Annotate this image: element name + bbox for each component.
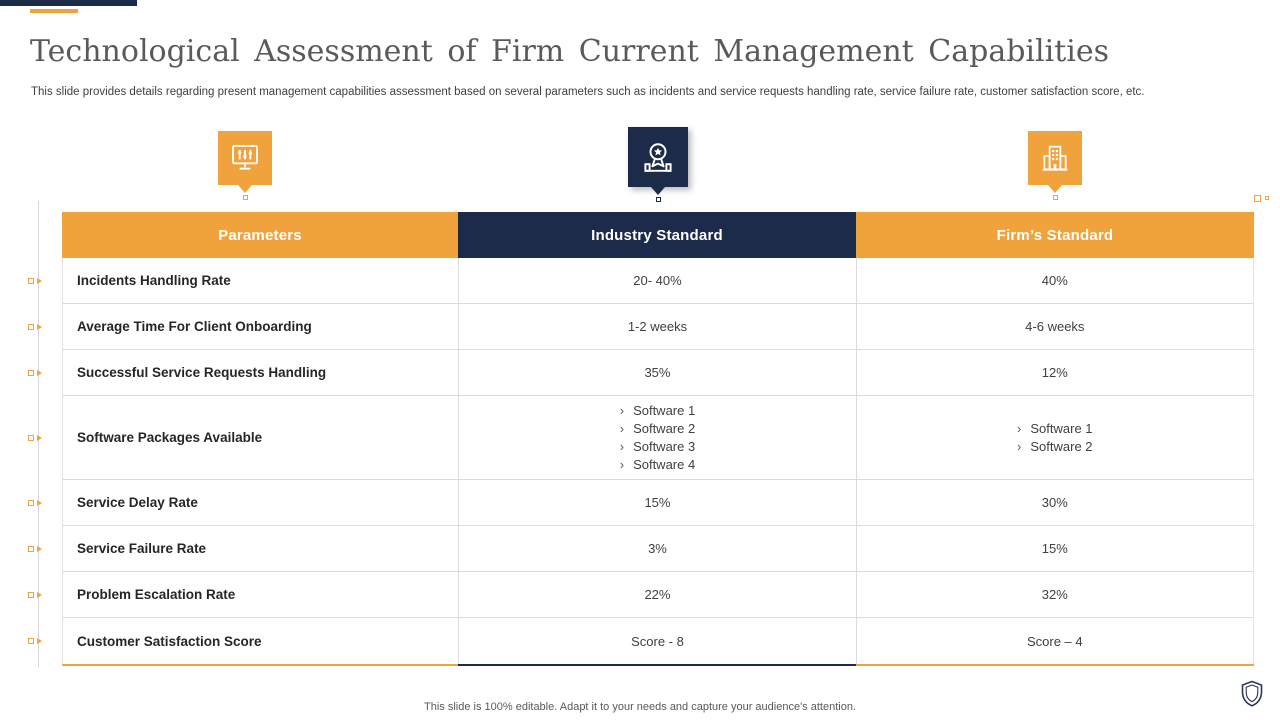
table-bottom-accent bbox=[62, 664, 1254, 666]
firm-value-cell: 32% bbox=[855, 572, 1253, 617]
firm-value-cell: 15% bbox=[855, 526, 1253, 571]
row-marker-icon bbox=[28, 591, 42, 598]
table-row: Service Failure Rate 3% 15% bbox=[28, 526, 1253, 572]
firm-value-cell: 4-6 weeks bbox=[855, 304, 1253, 349]
assessment-table: Parameters Industry Standard Firm’s Stan… bbox=[28, 212, 1254, 666]
award-badge-icon bbox=[628, 127, 688, 187]
top-orange-accent-bar bbox=[30, 9, 78, 13]
parameter-cell: Software Packages Available bbox=[77, 430, 263, 445]
header-industry-standard: Industry Standard bbox=[457, 212, 856, 258]
firm-value-cell: 12% bbox=[855, 350, 1253, 395]
parameters-icon-block bbox=[218, 131, 272, 200]
header-parameters: Parameters bbox=[62, 212, 458, 258]
pointer-triangle-icon bbox=[238, 185, 252, 193]
page-title: Technological Assessment of Firm Current… bbox=[30, 34, 1109, 69]
list-item: › Software 4 bbox=[619, 457, 696, 472]
industry-value-cell: 15% bbox=[458, 480, 855, 525]
industry-value-cell: Score - 8 bbox=[458, 618, 855, 664]
industry-value-cell: 1-2 weeks bbox=[458, 304, 855, 349]
top-navy-accent-bar bbox=[0, 0, 137, 6]
list-item: › Software 2 bbox=[619, 421, 696, 436]
list-item: › Software 2 bbox=[1017, 439, 1093, 454]
parameter-cell: Successful Service Requests Handling bbox=[77, 365, 327, 380]
table-row: Average Time For Client Onboarding 1-2 w… bbox=[28, 304, 1253, 350]
footer-note: This slide is 100% editable. Adapt it to… bbox=[424, 701, 856, 713]
parameter-cell: Incidents Handling Rate bbox=[77, 273, 231, 288]
decorative-square-icon bbox=[1254, 195, 1261, 202]
industry-value-cell: 20- 40% bbox=[458, 258, 855, 303]
industry-value-cell: › Software 1 › Software 2 › Software 3 › Sof… bbox=[458, 396, 855, 479]
industry-standard-icon-block bbox=[628, 127, 688, 202]
software-list: › Software 1 › Software 2 › Software 3 › Sof… bbox=[620, 402, 696, 473]
table-header-row: Parameters Industry Standard Firm’s Stan… bbox=[62, 212, 1254, 258]
row-marker-icon bbox=[28, 638, 42, 644]
firm-value-cell: 40% bbox=[855, 258, 1253, 303]
firms-standard-icon-block bbox=[1028, 131, 1082, 200]
parameter-cell: Service Delay Rate bbox=[77, 495, 198, 510]
list-item: › Software 3 bbox=[619, 439, 696, 454]
pointer-triangle-icon bbox=[651, 187, 665, 195]
row-marker-icon bbox=[28, 434, 42, 441]
left-guide-line bbox=[38, 201, 39, 667]
row-marker-icon bbox=[28, 277, 42, 284]
firm-value-cell: Score – 4 bbox=[855, 618, 1253, 664]
parameter-cell: Service Failure Rate bbox=[77, 541, 207, 556]
pointer-tip-square bbox=[655, 197, 661, 202]
parameter-cell: Average Time For Client Onboarding bbox=[77, 319, 312, 334]
table-row: Software Packages Available › Software 1 … bbox=[28, 396, 1253, 480]
decorative-squares bbox=[1254, 195, 1269, 202]
firm-value-cell: 30% bbox=[855, 480, 1253, 525]
slide-subtitle: This slide provides details regarding pr… bbox=[31, 86, 1145, 98]
firm-value-cell: › Software 1 › Software 2 bbox=[855, 396, 1253, 479]
table-row: Service Delay Rate 15% 30% bbox=[28, 480, 1253, 526]
industry-value-cell: 3% bbox=[458, 526, 855, 571]
pointer-tip-square bbox=[1052, 195, 1058, 200]
row-marker-icon bbox=[28, 323, 42, 330]
software-list: › Software 1 › Software 2 bbox=[1017, 420, 1093, 455]
table-row: Successful Service Requests Handling 35%… bbox=[28, 350, 1253, 396]
pointer-tip-square bbox=[242, 195, 248, 200]
industry-value-cell: 22% bbox=[458, 572, 855, 617]
shield-logo-icon bbox=[1240, 680, 1264, 712]
pointer-triangle-icon bbox=[1048, 185, 1062, 193]
table-row: Incidents Handling Rate 20- 40% 40% bbox=[28, 258, 1253, 304]
list-item: › Software 1 bbox=[619, 403, 696, 418]
table-row: Problem Escalation Rate 22% 32% bbox=[28, 572, 1253, 618]
list-item: › Software 1 bbox=[1017, 421, 1093, 436]
table-row: Customer Satisfaction Score Score - 8 Sc… bbox=[28, 618, 1253, 664]
organization-building-icon bbox=[1028, 131, 1082, 185]
row-marker-icon bbox=[28, 369, 42, 376]
settings-monitor-icon bbox=[218, 131, 272, 185]
parameter-cell: Customer Satisfaction Score bbox=[77, 633, 262, 649]
row-marker-icon bbox=[28, 499, 42, 506]
parameter-cell: Problem Escalation Rate bbox=[77, 587, 236, 602]
decorative-square-icon bbox=[1265, 196, 1269, 200]
table-body: Incidents Handling Rate 20- 40% 40% Aver… bbox=[28, 258, 1254, 664]
industry-value-cell: 35% bbox=[458, 350, 855, 395]
row-marker-icon bbox=[28, 545, 42, 552]
header-firms-standard: Firm’s Standard bbox=[855, 212, 1254, 258]
